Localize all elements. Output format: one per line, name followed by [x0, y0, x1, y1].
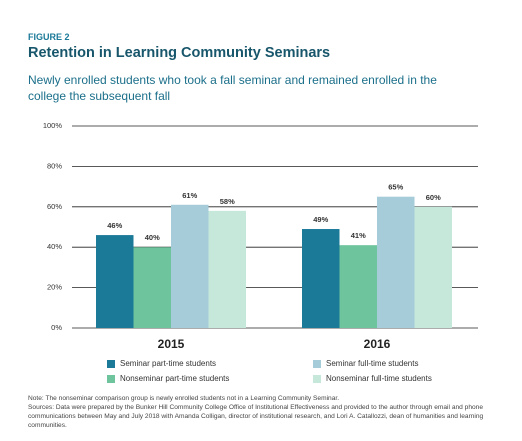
legend-swatch — [313, 375, 321, 383]
value-label: 61% — [182, 191, 197, 200]
y-tick-label: 0% — [51, 323, 62, 332]
bar — [302, 229, 340, 328]
value-label: 40% — [145, 233, 160, 242]
legend-label: Seminar part-time students — [120, 359, 216, 368]
legend-label: Nonseminar full-time students — [326, 374, 432, 383]
bar — [377, 196, 415, 328]
bar — [133, 247, 171, 328]
legend-swatch — [107, 360, 115, 368]
bar — [339, 245, 377, 328]
legend-swatch — [313, 360, 321, 368]
value-label: 46% — [107, 221, 122, 230]
value-label: 60% — [426, 193, 441, 202]
bar — [171, 204, 209, 328]
legend-label: Seminar full-time students — [326, 359, 418, 368]
x-tick-label: 2015 — [158, 337, 185, 351]
figure-label: FIGURE 2 — [28, 32, 70, 42]
bar — [96, 235, 134, 328]
value-label: 58% — [220, 197, 235, 206]
sources: Sources: Data were prepared by the Bunke… — [28, 404, 484, 429]
y-tick-label: 40% — [47, 242, 62, 251]
chart-subtitle: Newly enrolled students who took a fall … — [28, 73, 437, 103]
note: Note: The nonseminar comparison group is… — [28, 395, 340, 402]
y-tick-label: 20% — [47, 283, 62, 292]
x-tick-label: 2016 — [364, 337, 391, 351]
legend-label: Nonseminar part-time students — [120, 374, 229, 383]
legend-swatch — [107, 375, 115, 383]
value-label: 49% — [313, 215, 328, 224]
value-label: 41% — [351, 231, 366, 240]
value-label: 65% — [388, 183, 403, 192]
chart-title: Retention in Learning Community Seminars — [28, 45, 331, 61]
y-tick-label: 100% — [43, 121, 63, 130]
y-tick-label: 60% — [47, 202, 62, 211]
bar — [414, 206, 452, 328]
chart: 0% 20% 40% 60% 80% 100% 2015 46% 40% 61% 58% 2016 49… — [43, 121, 478, 383]
bar — [208, 210, 246, 328]
y-tick-label: 80% — [47, 161, 62, 170]
